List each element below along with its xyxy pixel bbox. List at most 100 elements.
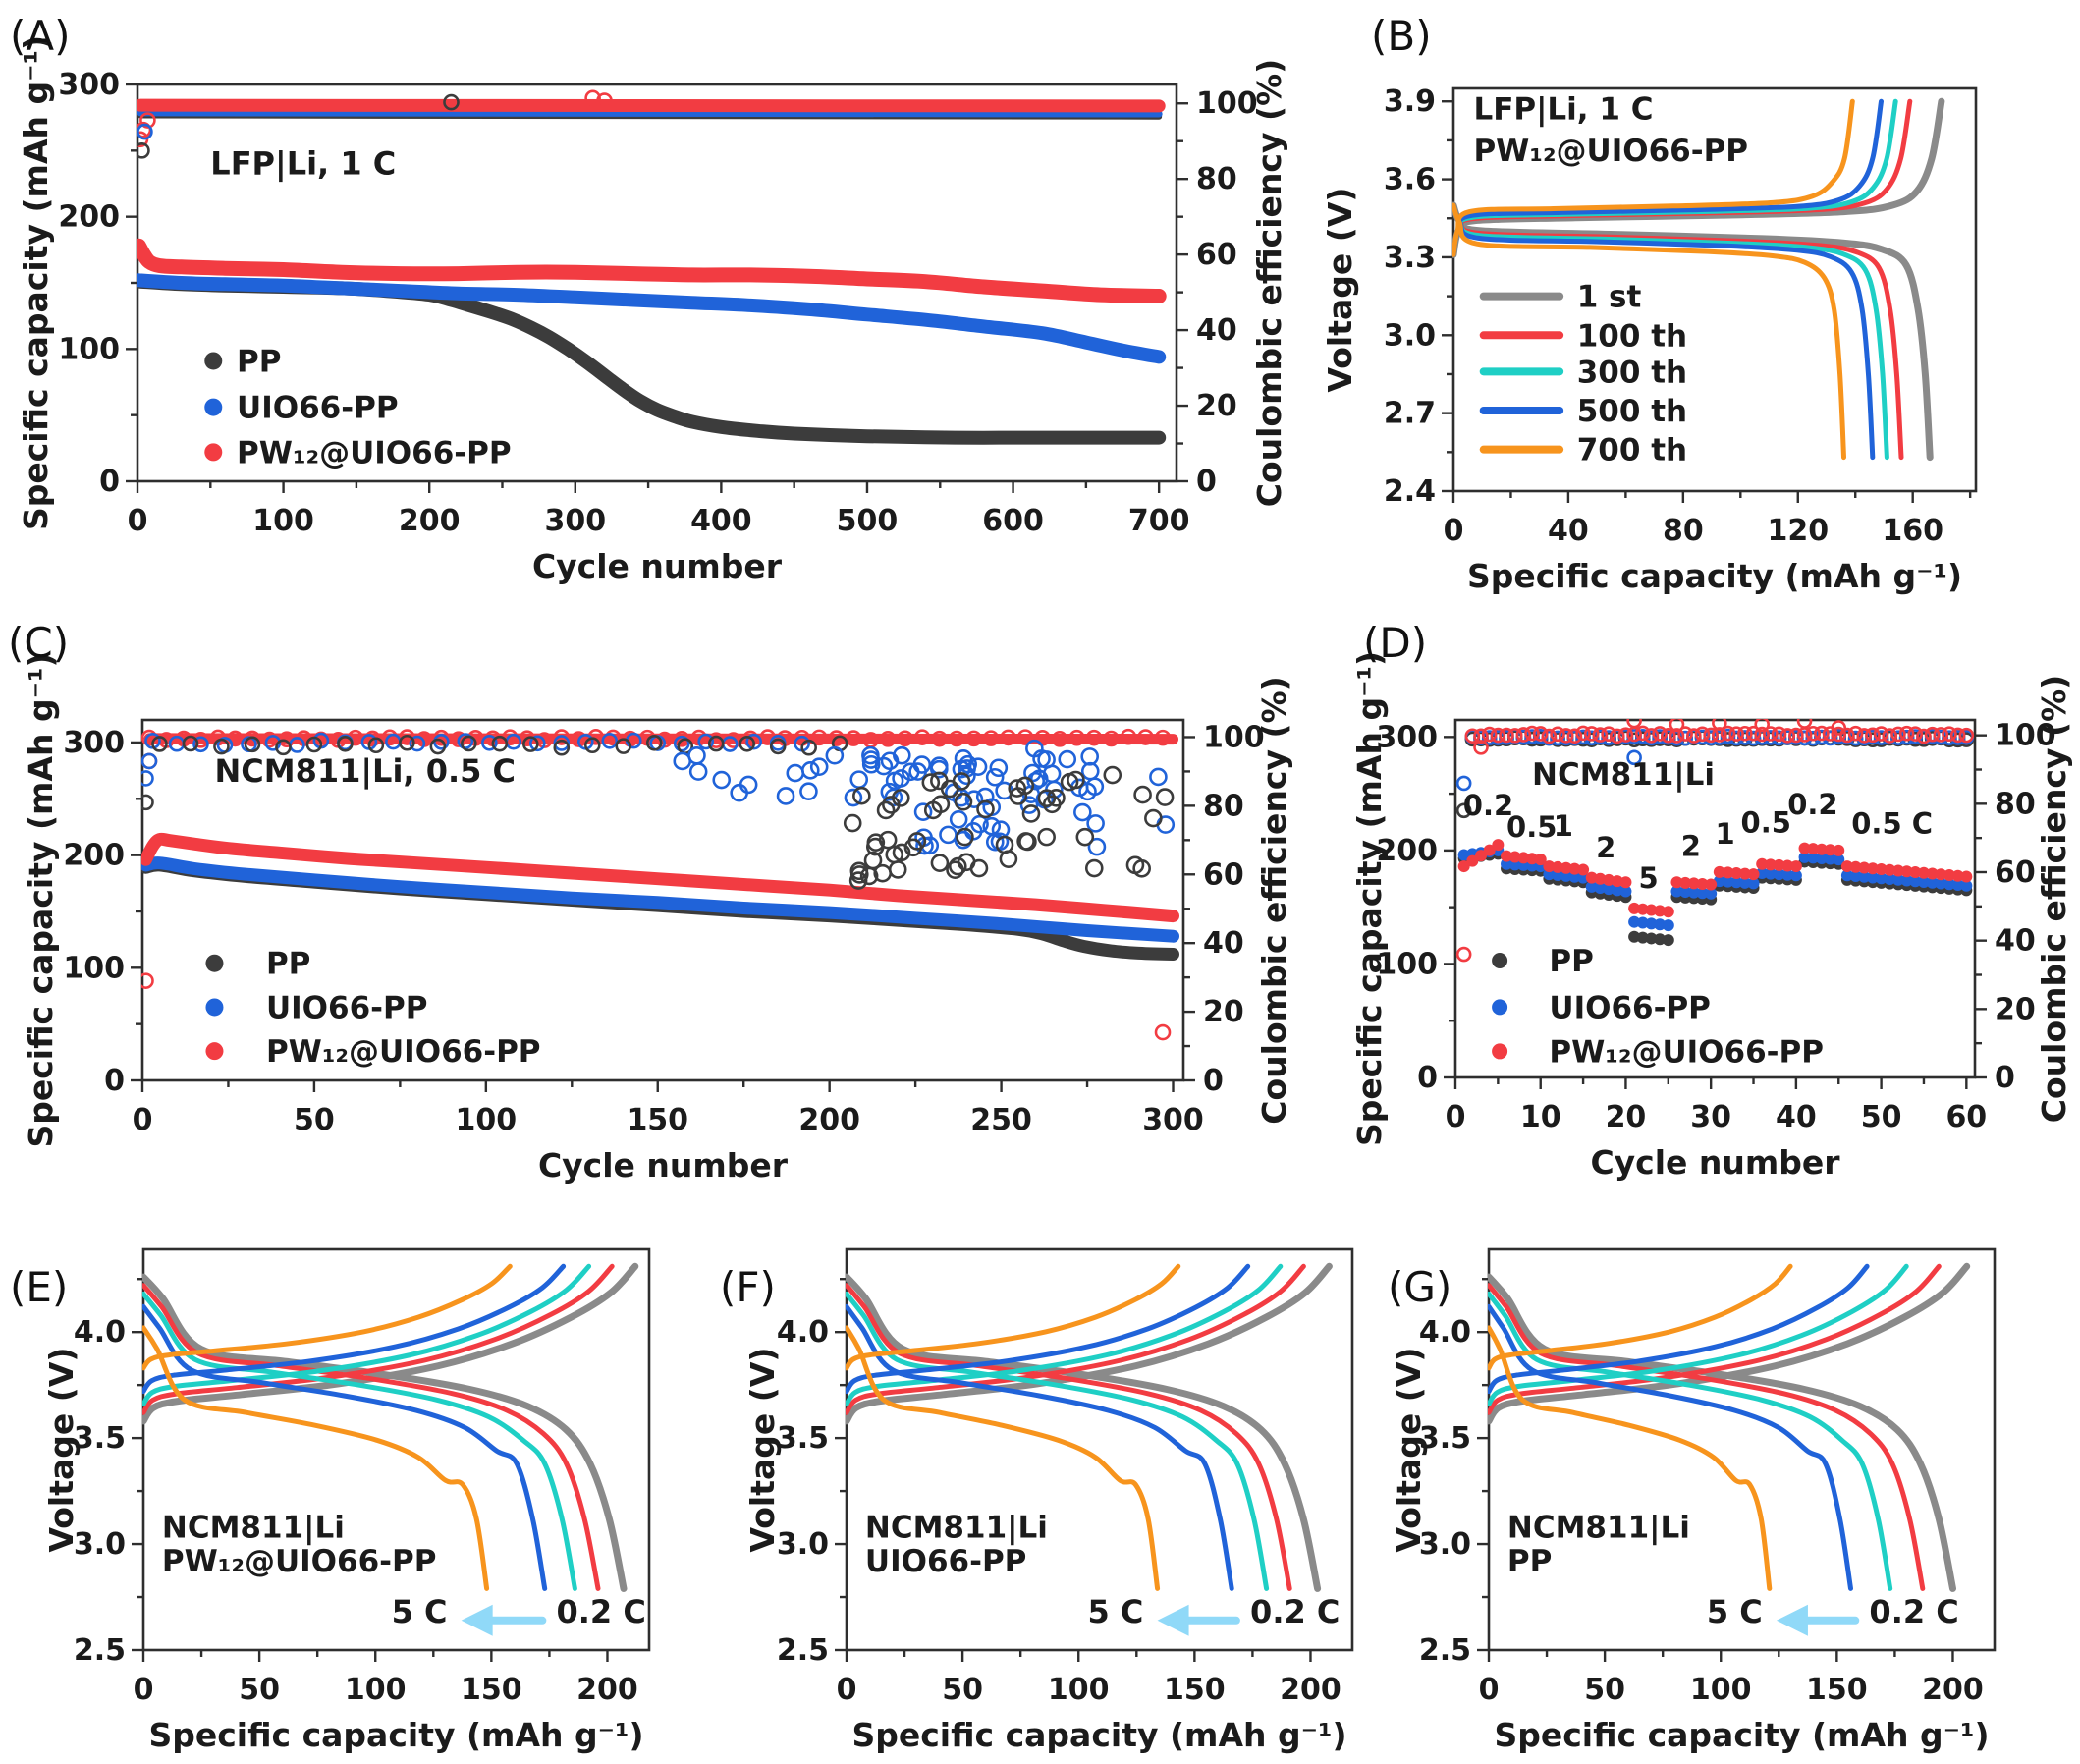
annotation-e-3: 0.2 C — [557, 1593, 646, 1630]
annotation-d-8: 0.5 — [1741, 805, 1791, 839]
svg-text:Specific capacity (mAh g⁻¹): Specific capacity (mAh g⁻¹) — [17, 35, 55, 530]
annotation-d-9: 0.2 — [1787, 788, 1837, 821]
svg-text:40: 40 — [1548, 514, 1589, 548]
legend-label-0: PP — [1549, 944, 1593, 979]
profile-rate-2C-charge — [846, 1263, 1251, 1395]
svg-text:40: 40 — [1995, 924, 2036, 959]
legend-label-2: PW₁₂@UIO66-PP — [237, 435, 512, 470]
panel-label-a: (A) — [10, 12, 71, 60]
svg-text:Specific capacity (mAh g⁻¹): Specific capacity (mAh g⁻¹) — [1350, 651, 1389, 1146]
svg-text:3.0: 3.0 — [1384, 318, 1436, 353]
profile-rate-1C-charge — [1488, 1263, 1909, 1407]
svg-text:200: 200 — [63, 839, 125, 873]
profile-rate-5C-charge — [1488, 1263, 1793, 1371]
svg-text:50: 50 — [1861, 1100, 1902, 1134]
profile-cycle-500-discharge — [1452, 202, 1876, 461]
ce-outliers-pp — [141, 794, 154, 811]
ce-open-pp — [137, 93, 460, 159]
svg-text:0: 0 — [1196, 465, 1217, 499]
profile-rate-0.2C-charge — [142, 1262, 639, 1425]
annotation-e-1: PW₁₂@UIO66-PP — [162, 1544, 437, 1579]
profile-rate-0.5C-charge — [142, 1263, 615, 1415]
legend-a: PP UIO66-PP PW₁₂@UIO66-PP — [204, 344, 512, 470]
svg-text:80: 80 — [1995, 787, 2036, 821]
svg-text:300: 300 — [58, 68, 120, 102]
svg-text:3.0: 3.0 — [74, 1527, 126, 1562]
annotation-d-10: 0.5 C — [1851, 807, 1933, 841]
svg-text:250: 250 — [970, 1103, 1032, 1137]
svg-text:150: 150 — [627, 1103, 688, 1137]
profile-cycle-1-discharge — [1452, 201, 1934, 462]
svg-text:120: 120 — [1767, 514, 1829, 548]
svg-text:200: 200 — [1922, 1673, 1984, 1707]
annotation-f-1: UIO66-PP — [865, 1544, 1027, 1579]
svg-text:100: 100 — [252, 504, 314, 538]
svg-text:100: 100 — [456, 1103, 518, 1137]
profile-cycle-700-charge — [1452, 98, 1855, 257]
svg-text:40: 40 — [1196, 313, 1237, 348]
ce-outliers-uio66 — [1455, 749, 1642, 792]
svg-text:500: 500 — [837, 504, 899, 538]
svg-text:100: 100 — [58, 332, 120, 366]
svg-text:600: 600 — [982, 504, 1044, 538]
ce-band-uio66 — [137, 109, 1163, 118]
svg-text:Coulombic efficiency (%): Coulombic efficiency (%) — [1250, 59, 1288, 507]
legend-label-0: PP — [237, 344, 281, 379]
svg-text:3.5: 3.5 — [74, 1421, 126, 1456]
panel-b: 0 40 80 120 160 2.4 2.7 3.0 3.3 3.6 3.9 Specific ca… — [1321, 84, 1978, 595]
axes-g: 0 50 100 150 200 2.5 3.0 3.5 4.0 Specific capacit… — [1390, 1247, 1997, 1754]
legend-label-1: UIO66-PP — [237, 391, 399, 426]
annotation-f-2: 5 C — [1087, 1593, 1143, 1630]
series-a — [137, 89, 1167, 445]
rate-steps-pw12 — [1457, 839, 1973, 918]
legend-marker-2 — [205, 1042, 224, 1061]
svg-text:0: 0 — [128, 504, 148, 538]
profile-rate-2C-discharge — [846, 1303, 1234, 1591]
legend-label-2: PW₁₂@UIO66-PP — [266, 1034, 541, 1070]
series-d — [1455, 719, 1975, 963]
svg-text:2.5: 2.5 — [777, 1633, 829, 1668]
svg-text:0: 0 — [1479, 1673, 1500, 1707]
panel-f: 0 50 100 150 200 2.5 3.0 3.5 4.0 Specific capacit… — [743, 1247, 1354, 1754]
legend-label-2: 300 th — [1577, 355, 1687, 390]
svg-text:Voltage (V): Voltage (V) — [743, 1348, 782, 1553]
profile-rate-0.5C-charge — [1488, 1263, 1942, 1415]
svg-text:50: 50 — [942, 1673, 983, 1707]
svg-text:200: 200 — [576, 1673, 638, 1707]
capacity-uio66 — [137, 273, 1167, 364]
svg-text:30: 30 — [1690, 1100, 1731, 1134]
svg-text:Cycle number: Cycle number — [1590, 1143, 1840, 1182]
svg-text:300: 300 — [1142, 1103, 1204, 1137]
svg-text:3.5: 3.5 — [777, 1421, 829, 1456]
legend-label-3: 500 th — [1577, 394, 1687, 429]
annotation-a-0: LFP|Li, 1 C — [210, 145, 396, 184]
svg-text:700: 700 — [1128, 504, 1190, 538]
axes-d: 0 10 20 30 40 50 600100200300020406080100Cycle… — [1350, 651, 2073, 1182]
profile-rate-5C-discharge — [142, 1325, 490, 1591]
panel-label-g: (G) — [1388, 1263, 1452, 1311]
svg-text:0: 0 — [133, 1103, 153, 1137]
svg-text:0: 0 — [1446, 1100, 1466, 1134]
svg-text:2.5: 2.5 — [74, 1633, 126, 1668]
svg-text:0: 0 — [1417, 1061, 1438, 1095]
svg-text:50: 50 — [239, 1673, 280, 1707]
svg-text:0: 0 — [837, 1673, 857, 1707]
legend-marker-0 — [204, 352, 223, 370]
legend-marker-0 — [205, 954, 224, 972]
series-c — [141, 728, 1179, 1041]
svg-text:3.0: 3.0 — [1419, 1527, 1471, 1562]
profile-rate-5C-discharge — [1488, 1325, 1773, 1591]
svg-text:Specific capacity (mAh g⁻¹): Specific capacity (mAh g⁻¹) — [851, 1716, 1346, 1754]
panel-label-f: (F) — [720, 1263, 776, 1311]
svg-text:100: 100 — [1995, 719, 2056, 753]
svg-text:3.9: 3.9 — [1384, 84, 1436, 119]
profile-rate-5C-charge — [846, 1263, 1181, 1371]
legend-label-2: PW₁₂@UIO66-PP — [1549, 1034, 1824, 1070]
legend-label-4: 700 th — [1577, 433, 1687, 469]
annotation-d-6: 2 — [1681, 830, 1701, 863]
annotation-d-2: 0.5 — [1506, 810, 1557, 844]
svg-text:40: 40 — [1776, 1100, 1817, 1134]
profile-rate-2C-discharge — [142, 1303, 548, 1591]
capacity-pw12 — [141, 832, 1179, 923]
panel-label-b: (B) — [1371, 12, 1432, 60]
